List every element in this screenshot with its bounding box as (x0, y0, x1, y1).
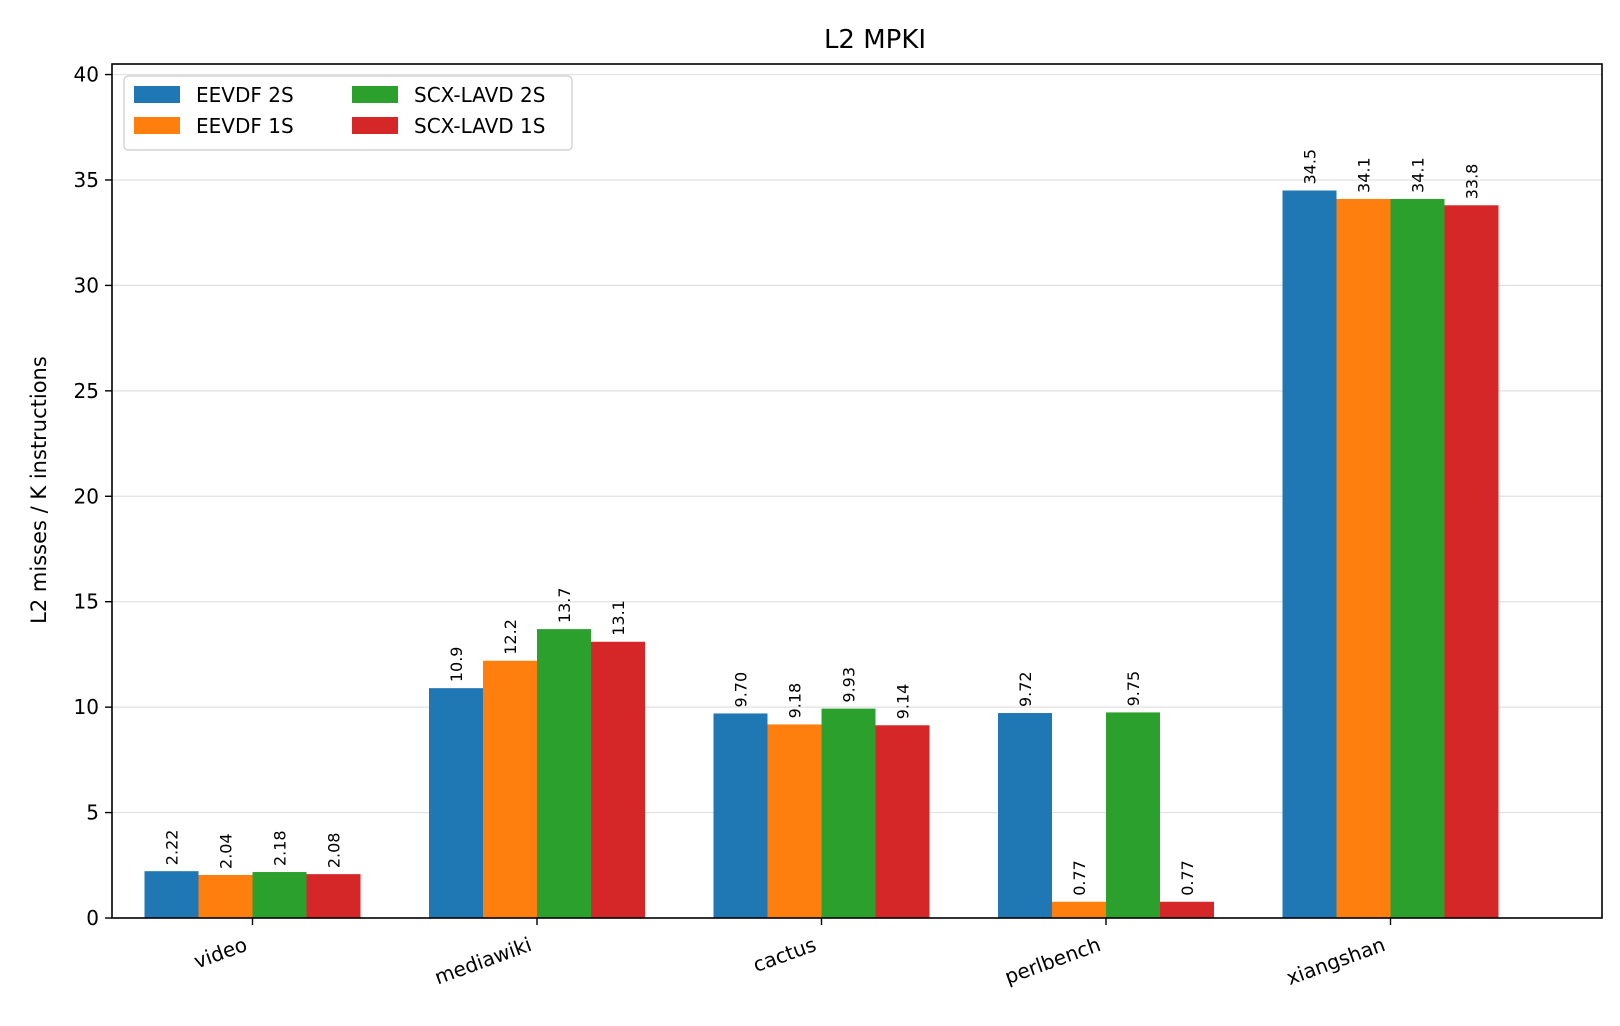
legend-label: EEVDF 2S (196, 83, 294, 107)
y-axis-label: L2 misses / K instructions (27, 356, 51, 624)
y-tick-label: 5 (86, 801, 99, 825)
legend-label: EEVDF 1S (196, 114, 294, 138)
data-label: 9.93 (840, 667, 859, 703)
data-label: 9.75 (1124, 671, 1143, 707)
bar (483, 660, 537, 918)
data-label: 2.18 (271, 830, 290, 866)
x-tick-label: xiangshan (1283, 932, 1388, 990)
bar (713, 713, 768, 918)
bar (1106, 712, 1160, 918)
bar (1160, 901, 1214, 918)
bar (198, 874, 253, 918)
y-tick-label: 10 (74, 695, 99, 719)
legend-label: SCX-LAVD 2S (414, 83, 545, 107)
legend-swatch (134, 117, 180, 134)
data-label: 34.1 (1355, 157, 1374, 193)
data-label: 34.1 (1409, 157, 1428, 193)
chart-title: L2 MPKI (824, 25, 926, 55)
data-label: 9.70 (732, 672, 751, 708)
data-label: 0.77 (1178, 860, 1197, 896)
data-label: 0.77 (1070, 860, 1089, 896)
bar (821, 708, 876, 918)
y-tick-label: 0 (86, 906, 99, 930)
y-tick-label: 35 (74, 168, 99, 192)
y-tick-label: 40 (74, 63, 99, 87)
data-label: 2.22 (163, 830, 182, 866)
y-tick-label: 30 (74, 273, 99, 297)
bar (875, 725, 930, 918)
x-tick-label: mediawiki (431, 932, 534, 989)
legend-frame (123, 75, 573, 151)
legend-swatch (352, 117, 398, 134)
data-label: 2.04 (217, 833, 236, 869)
data-label: 13.1 (609, 600, 628, 636)
plot-frame (111, 63, 1603, 919)
data-label: 9.18 (786, 683, 805, 719)
y-tick-label: 20 (74, 484, 99, 508)
legend-swatch (134, 86, 180, 103)
bar (306, 874, 361, 918)
y-tick-label: 15 (74, 590, 99, 614)
bar (1052, 901, 1106, 918)
data-label: 9.72 (1016, 671, 1035, 707)
y-tick-label: 25 (74, 379, 99, 403)
legend: EEVDF 2S EEVDF 1S SCX-LAVD 2S SCX-LAVD 1S (123, 75, 573, 151)
legend-label: SCX-LAVD 1S (414, 114, 545, 138)
bar (429, 688, 483, 918)
bar (144, 871, 199, 918)
bar (591, 641, 645, 918)
bar (1336, 198, 1391, 919)
data-label: 13.7 (555, 587, 574, 623)
bar (767, 724, 822, 918)
data-label: 9.14 (894, 684, 913, 720)
data-labels: 2.22 10.9 9.70 9.72 34.5 2.04 12.2 9.18 0.77 34.1… (163, 149, 1482, 896)
bar (1390, 198, 1445, 919)
data-label: 10.9 (447, 647, 466, 683)
bar (252, 872, 307, 918)
data-label: 34.5 (1301, 149, 1320, 185)
grid-lines (112, 73, 1602, 814)
x-tick-label: video (191, 932, 251, 973)
bar (537, 629, 591, 918)
data-label: 33.8 (1463, 164, 1482, 200)
bar (998, 713, 1052, 918)
bar (1282, 190, 1337, 918)
legend-swatch (352, 86, 398, 103)
data-label: 12.2 (501, 619, 520, 655)
x-tick-label: perlbench (1001, 932, 1103, 989)
bar (1444, 205, 1499, 919)
bars (144, 190, 1499, 919)
data-label: 2.08 (325, 833, 344, 869)
x-tick-label: cactus (750, 932, 819, 977)
